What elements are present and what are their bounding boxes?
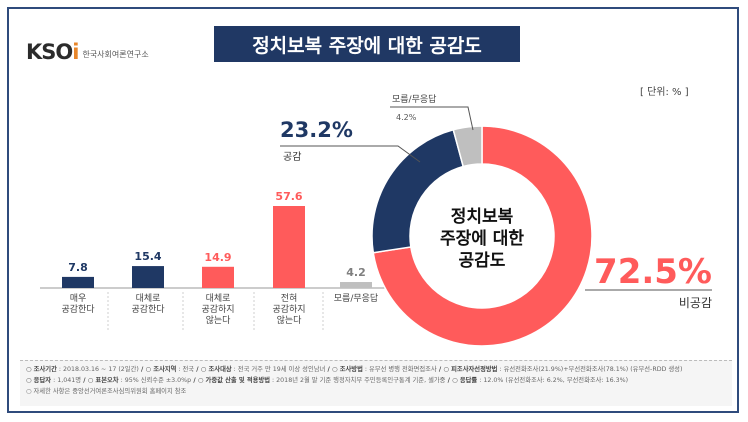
slice-name-label: 공감 bbox=[283, 151, 301, 163]
chart-title: 정치보복 주장에 대한 공감도 bbox=[214, 26, 520, 62]
ksoi-logo: KSOi 한국사회여론연구소 bbox=[26, 40, 149, 64]
bar bbox=[132, 266, 164, 288]
slice-name-label: 모름/무응답 bbox=[392, 93, 436, 105]
chart-canvas: 7.8매우공감한다15.4대체로공감한다14.9대체로공감하지않는다57.6전혀… bbox=[40, 93, 712, 347]
donut-slice bbox=[452, 125, 483, 168]
bar-category-label: 않는다 bbox=[206, 315, 232, 326]
logo-subtitle: 한국사회여론연구소 bbox=[82, 49, 149, 59]
bar-category-label: 모름/무응답 bbox=[334, 292, 378, 304]
bar-value-label: 4.2 bbox=[346, 266, 366, 279]
donut-center-label: 공감도 bbox=[459, 251, 506, 271]
bar-category-label: 공감한다 bbox=[61, 303, 95, 315]
unit-label: [ 단위: % ] bbox=[640, 87, 689, 98]
bar-category-label: 대체로 bbox=[136, 293, 161, 304]
donut-slice bbox=[372, 125, 593, 347]
bar bbox=[340, 282, 372, 288]
bar-category-label: 매우 bbox=[70, 293, 87, 304]
bar-category-label: 않는다 bbox=[277, 315, 303, 326]
footer-item: / ○ 조사대상 : 전국 거주 만 19세 이상 성인남녀 bbox=[194, 366, 326, 373]
report-frame bbox=[7, 7, 739, 413]
slice-value-label: 4.2% bbox=[396, 113, 417, 122]
footer-line-2: ○ 응답자 : 1,041명 / ○ 표본오차 : 95% 신뢰수준 ±3.0%… bbox=[26, 375, 726, 386]
bar bbox=[62, 276, 94, 288]
bar-category-label: 전혀 bbox=[281, 293, 298, 304]
slice-name-label: 비공감 bbox=[679, 296, 712, 310]
footer-item: / ○ 응답률 : 12.0% (유선전화조사: 6.2%, 무선전화조사: 1… bbox=[445, 377, 629, 384]
bar-value-label: 14.9 bbox=[204, 251, 231, 264]
slice-value-label: 72.5% bbox=[594, 252, 712, 292]
bar-category-label: 대체로 bbox=[206, 293, 231, 304]
footer-item: / ○ 조사방법 : 유무선 병행 전화면접조사 bbox=[325, 366, 437, 373]
footer-line-1: ○ 조사기간 : 2018.03.16 ~ 17 (2일간) / ○ 조사지역 … bbox=[26, 364, 726, 375]
logo-mark: KSOi bbox=[26, 40, 79, 64]
footer-item: / ○ 조사지역 : 전국 bbox=[138, 366, 195, 373]
bar-value-label: 7.8 bbox=[68, 261, 88, 274]
footer-item: / ○ 가중값 산출 및 적용방법 : 2018년 2월 말 기준 행정자치부 … bbox=[191, 377, 446, 384]
donut-center-label: 주장에 대한 bbox=[440, 229, 524, 249]
donut-center-label: 정치보복 bbox=[451, 207, 514, 227]
bar-category-label: 공감하지 bbox=[272, 303, 305, 315]
footer-item: ○ 조사기간 : 2018.03.16 ~ 17 (2일간) bbox=[26, 366, 139, 373]
bar-value-label: 15.4 bbox=[134, 250, 161, 263]
slice-value-label: 23.2% bbox=[280, 118, 353, 142]
survey-footer: ○ 조사기간 : 2018.03.16 ~ 17 (2일간) / ○ 조사지역 … bbox=[20, 360, 732, 406]
bar-category-label: 공감한다 bbox=[131, 303, 165, 315]
footer-item: / ○ 표본오차 : 95% 신뢰수준 ±3.0%p bbox=[81, 377, 192, 384]
bar bbox=[273, 206, 305, 288]
bar-category-label: 공감하지 bbox=[201, 303, 234, 315]
bar bbox=[202, 266, 234, 288]
leader-line bbox=[280, 145, 421, 163]
leader-line bbox=[390, 106, 474, 131]
footer-item: / ○ 피조사자선정방법 : 유선전화조사(21.9%)+무선전화조사(78.1… bbox=[436, 366, 683, 373]
bar-value-label: 57.6 bbox=[275, 190, 302, 203]
footer-item: ○ 응답자 : 1,041명 bbox=[26, 377, 82, 384]
footer-line-3: ○ 자세한 사항은 중앙선거여론조사심의위원회 홈페이지 참조 bbox=[26, 388, 187, 395]
